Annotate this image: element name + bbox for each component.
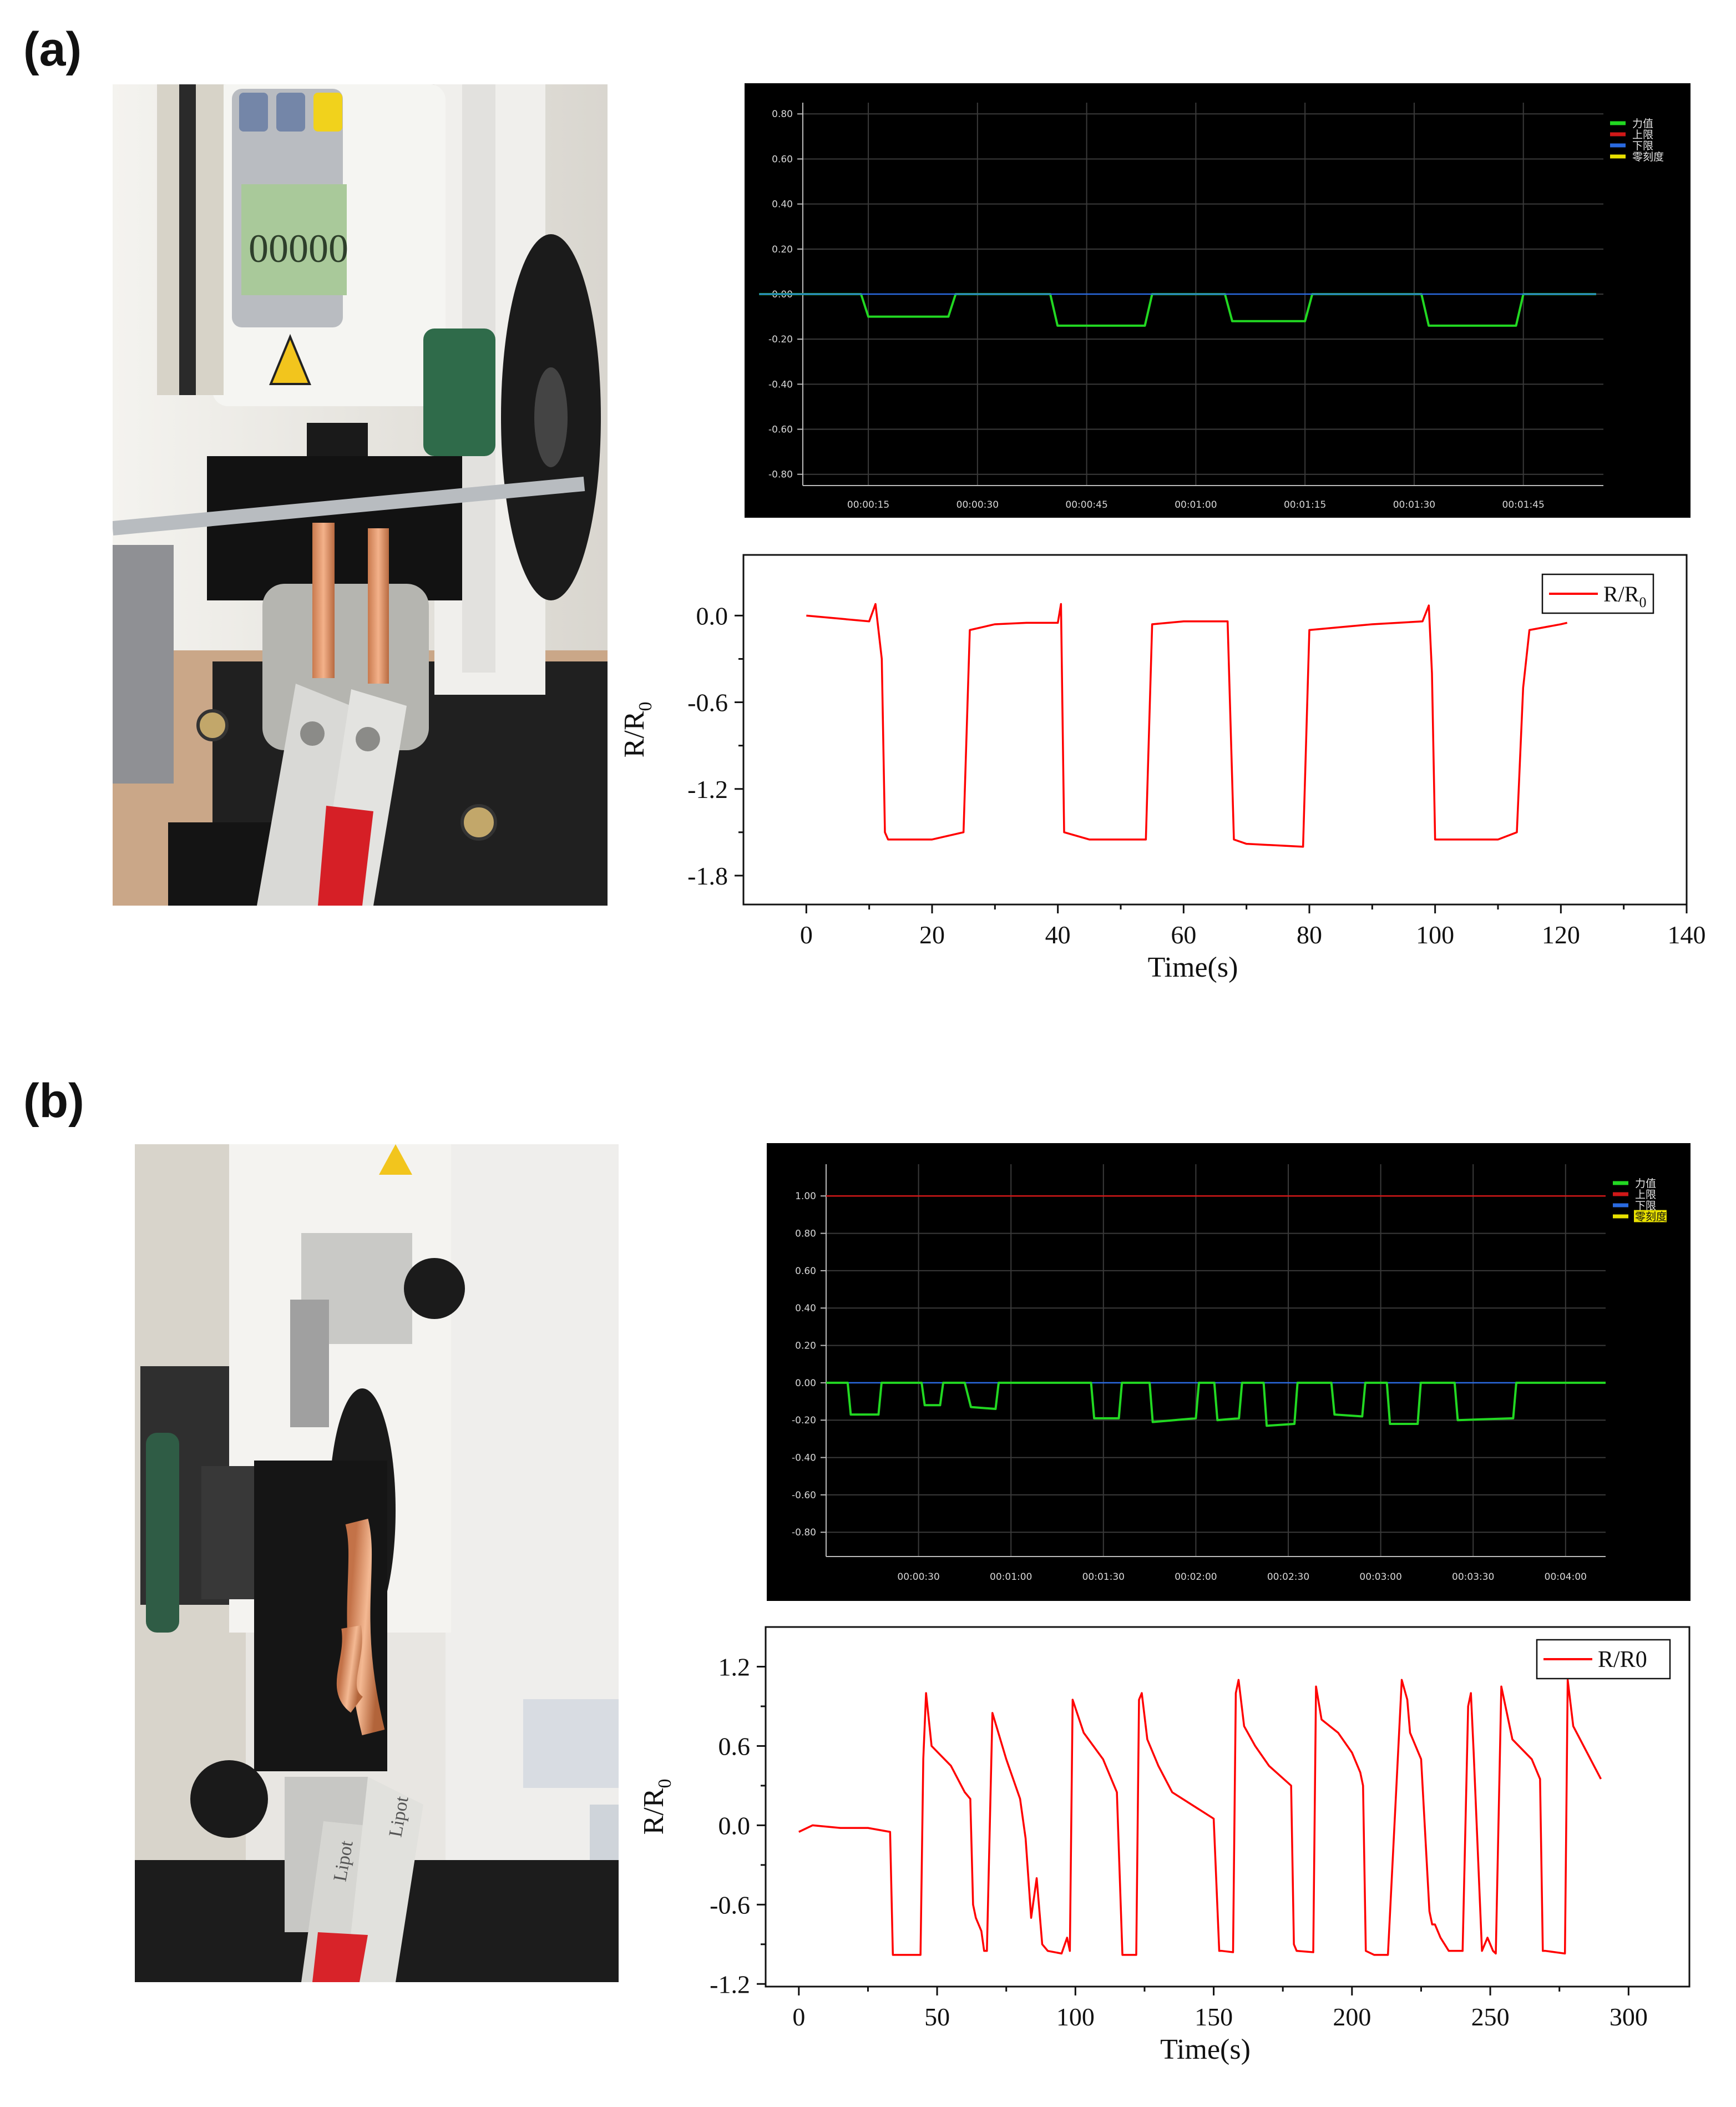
x-tick-label: 200 [1333,2003,1371,2031]
x-tick-label: 00:01:00 [990,1572,1032,1583]
y-tick-label: 0.80 [795,1229,816,1240]
legend-label-0: 力值 [1635,1178,1656,1190]
svg-text:00000: 00000 [249,226,348,271]
x-tick-label: 140 [1668,921,1706,949]
x-tick-label: 150 [1195,2003,1233,2031]
x-tick-label: 100 [1056,2003,1095,2031]
x-tick-label: 00:01:45 [1502,499,1545,511]
y-tick-label: -0.6 [687,689,728,717]
y-tick-label: 0.0 [718,1811,751,1840]
y-tick-label: -0.20 [792,1415,816,1426]
chart-background [745,83,1691,518]
x-tick-label: 00:01:15 [1284,499,1326,511]
series-line-2 [826,1381,1606,1427]
y-tick-label: 0.0 [696,602,728,630]
y-tick-label: 0.00 [795,1378,816,1389]
legend-label-2: 下限 [1632,140,1653,152]
plot-frame [765,1626,1691,1988]
x-tick-label: 80 [1297,921,1322,949]
y-tick-label: -0.40 [792,1453,816,1464]
legend-label-sub: 0 [1639,594,1646,610]
y-tick-label: -1.8 [687,862,728,890]
legend-label-1: 上限 [1635,1189,1656,1201]
x-tick-label: 300 [1610,2003,1648,2031]
chart-a-resistance: 0 20 40 60 80 100 120 140 0.0 -0.6 -1.2 -1.8 Time(s)… [619,554,1706,983]
legend-label-1: 上限 [1632,129,1653,141]
y-axis-label-main: R/R [619,711,650,757]
legend-label-main: R/R [1603,582,1639,607]
plot-frame [742,554,1688,906]
y-tick-label: -1.2 [687,775,728,804]
x-tick-label: 0 [800,921,813,949]
x-axis-label: Time(s) [1148,952,1238,983]
y-tick-label: -0.80 [768,469,793,481]
x-tick-label: 00:00:15 [847,499,889,511]
x-tick-label: 00:00:45 [1065,499,1107,511]
legend-highlight [1634,1210,1667,1222]
x-tick-label: 00:02:30 [1267,1572,1309,1583]
y-tick-label: -0.80 [792,1527,816,1538]
x-tick-label: 60 [1171,921,1196,949]
y-tick-label: 1.00 [795,1191,816,1202]
y-axis-label: R/R0 [619,702,656,758]
x-tick-label: 00:00:30 [956,499,999,511]
y-tick-label: -0.6 [710,1891,750,1919]
chart-b-resistance: 0 50 100 150 200 250 300 1.2 0.6 0.0 -0.6 -1.2 Time(… [638,1626,1691,2065]
y-axis-label-main: R/R [638,1788,670,1835]
x-tick-label: 00:03:30 [1452,1572,1494,1583]
legend-label-main: R/R0 [1598,1647,1647,1673]
chart-b-software: 00:00:30 00:01:00 00:01:30 00:02:00 00:02:30… [767,1143,1691,1601]
x-tick-label: 00:00:30 [897,1572,939,1583]
legend-label-3: 零刻度 [1632,151,1664,163]
chart-a-software: 00:00:15 00:00:30 00:00:45 00:01:00 00:01:15… [745,83,1691,518]
y-tick-label: -0.60 [792,1490,816,1501]
legend-label: R/R0 [1598,1647,1647,1673]
y-tick-label: 0.6 [718,1732,751,1761]
legend-label-0: 力值 [1632,118,1653,130]
y-tick-label: 0.40 [795,1303,816,1314]
series-line-0 [798,1679,1602,1956]
x-tick-label: 100 [1416,921,1454,949]
y-tick-label: 0.40 [772,199,793,210]
x-tick-label: 00:01:00 [1175,499,1217,511]
x-tick-label: 00:03:00 [1359,1572,1401,1583]
panel-label-a: (a) [23,23,82,76]
x-tick-label: 00:04:00 [1545,1572,1587,1583]
y-tick-label: 0.60 [772,154,793,165]
photo-a: 00000 [113,84,608,906]
y-tick-label: 1.2 [718,1653,751,1681]
series-line-0 [806,603,1568,848]
y-axis-label-sub: 0 [655,1779,675,1788]
x-tick-label: 40 [1045,921,1071,949]
x-tick-label: 250 [1471,2003,1510,2031]
y-axis-label-sub: 0 [635,702,656,711]
legend-label-3: 零刻度 [1635,1211,1667,1223]
x-tick-label: 120 [1542,921,1580,949]
y-tick-label: -0.20 [768,334,793,345]
x-tick-label: 20 [919,921,945,949]
chart-background [767,1143,1691,1601]
x-tick-label: 0 [792,2003,805,2031]
x-tick-label: 00:01:30 [1393,499,1435,511]
legend-label: R/R0 [1603,582,1646,610]
y-tick-label: 0.20 [772,244,793,255]
x-tick-label: 00:01:30 [1082,1572,1125,1583]
y-axis-label: R/R0 [638,1779,675,1835]
x-tick-label: 00:02:00 [1175,1572,1217,1583]
y-tick-label: 0.60 [795,1266,816,1277]
y-tick-label: 0.20 [795,1341,816,1352]
x-tick-label: 50 [924,2003,950,2031]
x-axis-label: Time(s) [1160,2034,1251,2065]
photo-b: Lipot Lipot [135,1144,619,1982]
y-tick-label: -1.2 [710,1970,750,1998]
legend-label-2: 下限 [1635,1200,1656,1212]
y-tick-label: -0.60 [768,424,793,435]
y-tick-label: 0.80 [772,109,793,120]
panel-label-b: (b) [23,1074,84,1128]
y-tick-label: -0.40 [768,379,793,390]
